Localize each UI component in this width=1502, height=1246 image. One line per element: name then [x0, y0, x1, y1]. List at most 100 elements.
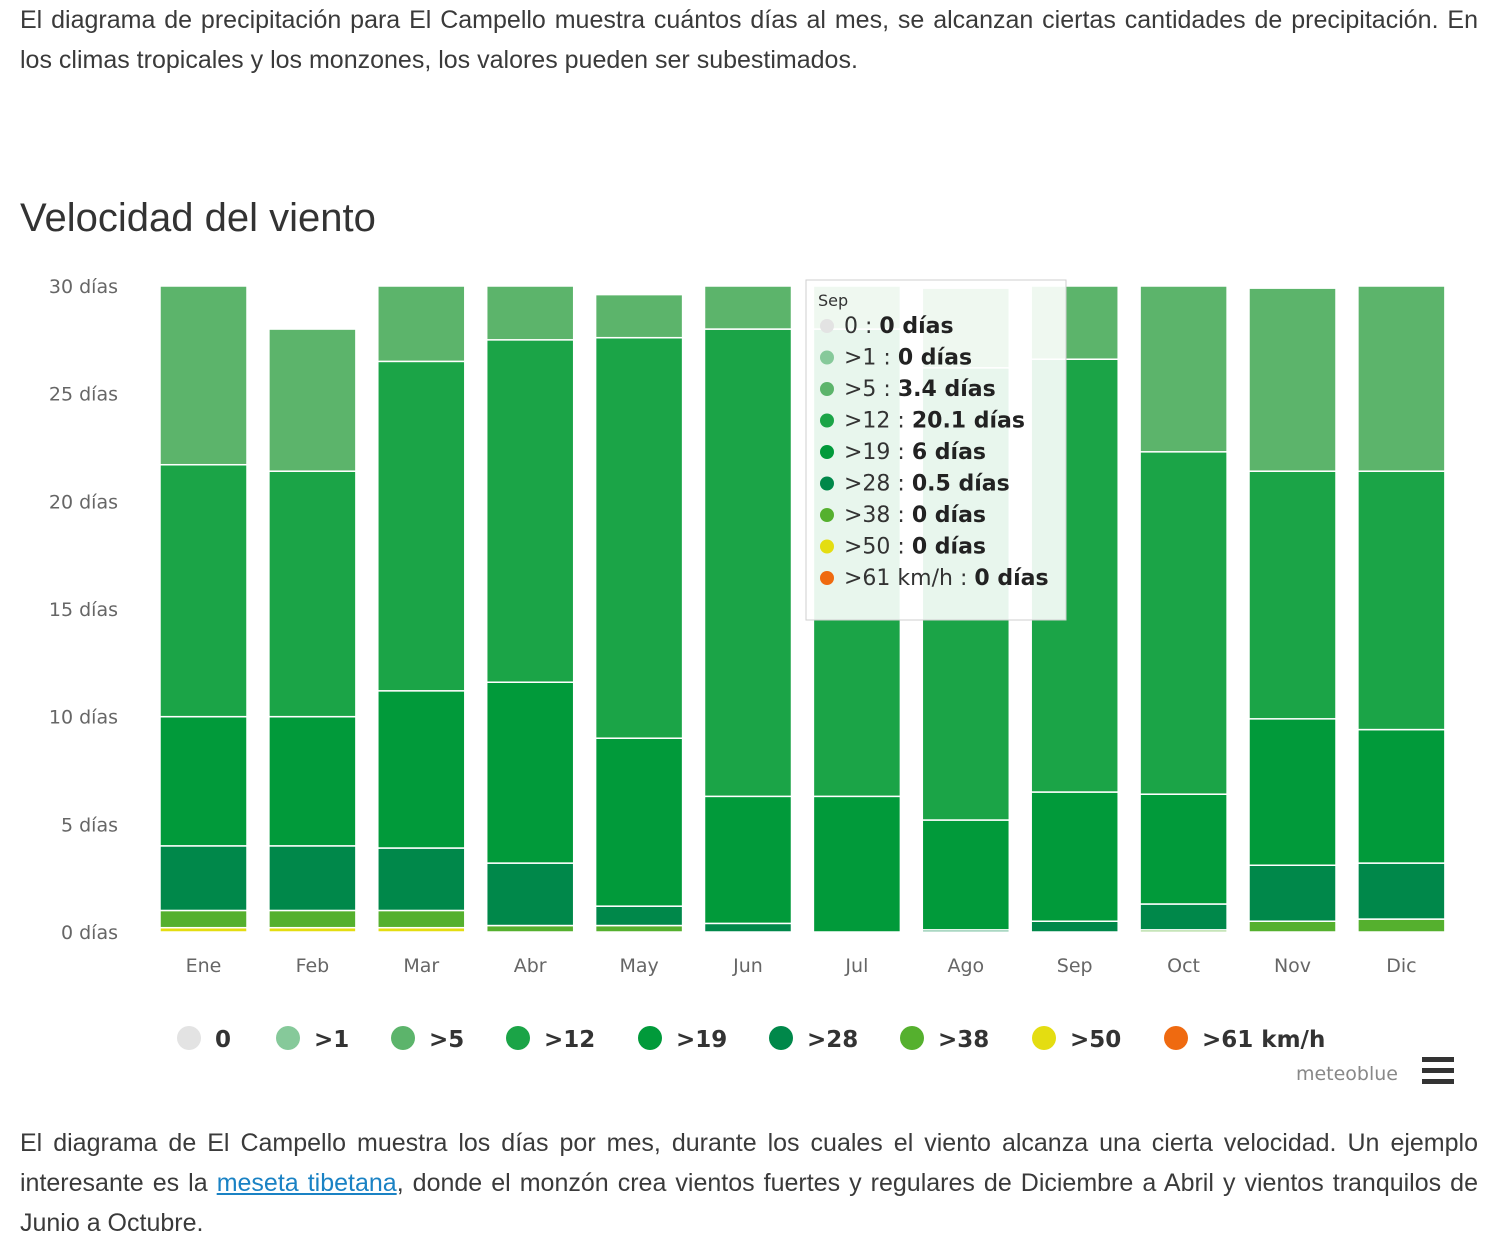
legend-item-gt19[interactable]: >19: [638, 1026, 727, 1053]
bar-segment-gt12-dic[interactable]: [1357, 470, 1446, 731]
tooltip-marker: [820, 476, 834, 491]
x-tick-label: Oct: [1167, 955, 1200, 977]
meteoblue-credit[interactable]: meteoblue: [1296, 1063, 1398, 1085]
legend-label: >12: [544, 1027, 595, 1053]
bar-segment-gt28-oct[interactable]: [1139, 903, 1228, 931]
bar-segment-gt12-may[interactable]: [594, 336, 684, 739]
tooltip-row: >1 : 0 días: [844, 346, 972, 371]
legend-label: >1: [314, 1027, 349, 1053]
bar-segment-gt38-ene[interactable]: [159, 909, 248, 929]
legend-marker: [638, 1026, 662, 1050]
legend-item-gt38[interactable]: >38: [900, 1026, 989, 1053]
legend-label: >28: [807, 1027, 858, 1053]
legend-item-gt50[interactable]: >50: [1032, 1026, 1121, 1053]
section-heading: Velocidad del viento: [20, 196, 376, 240]
bar-segment-gt19-ene[interactable]: [159, 715, 248, 847]
bar-segment-gt12-ene[interactable]: [159, 463, 248, 718]
tooltip-marker: [820, 413, 834, 428]
bar-segment-gt28-nov[interactable]: [1248, 864, 1337, 922]
x-tick-label: Abr: [514, 955, 547, 977]
bar-segment-gt5-dic[interactable]: [1357, 285, 1446, 472]
bar-segment-gt28-sep[interactable]: [1030, 920, 1119, 933]
bar-segment-gt38-dic[interactable]: [1357, 918, 1446, 933]
bar-segment-gt12-abr[interactable]: [485, 339, 575, 683]
bar-segment-gt5-feb[interactable]: [268, 328, 357, 472]
bar-segment-gt12-mar[interactable]: [377, 360, 466, 692]
tooltip-value: 20.1 días: [912, 409, 1025, 434]
legend-marker: [391, 1026, 415, 1050]
legend-label: >5: [429, 1027, 464, 1053]
bar-segment-gt19-nov[interactable]: [1248, 718, 1337, 866]
bar-segment-gt28-abr[interactable]: [485, 862, 575, 927]
bar-segment-gt28-mar[interactable]: [377, 847, 466, 912]
bar-segment-gt5-may[interactable]: [594, 293, 684, 339]
bar-segment-gt38-may[interactable]: [594, 924, 684, 933]
legend-item-gt5[interactable]: >5: [391, 1026, 464, 1053]
legend-marker: [506, 1026, 530, 1050]
outro-text-after: , donde el monzón crea vientos fuertes y…: [20, 1169, 1478, 1237]
tooltip-series-name: >12 :: [844, 409, 912, 434]
x-tick-label: Feb: [296, 955, 330, 977]
y-tick-label: 15 días: [49, 599, 118, 621]
tooltip-box: [805, 279, 1067, 621]
tibetan-plateau-link[interactable]: meseta tibetana: [216, 1169, 397, 1197]
bar-segment-gt12-feb[interactable]: [268, 470, 357, 718]
tooltip-marker: [820, 350, 834, 365]
tooltip-value: 0 días: [912, 535, 986, 560]
legend-item-0[interactable]: 0: [177, 1026, 231, 1053]
bar-segment-gt5-ene[interactable]: [159, 285, 248, 466]
bar-segment-gt19-mar[interactable]: [377, 690, 466, 849]
bar-segment-gt28-may[interactable]: [594, 905, 684, 927]
wind-speed-chart[interactable]: 0 días 5 días 10 días 15 días 20 días 25 días…: [0, 262, 1502, 1122]
tooltip-value: 0.5 días: [912, 472, 1010, 497]
legend-item-gt28[interactable]: >28: [769, 1026, 858, 1053]
tooltip-series-name: >38 :: [844, 503, 912, 528]
bar-segment-gt28-feb[interactable]: [268, 845, 357, 912]
bar-segment-gt19-may[interactable]: [594, 737, 684, 907]
tooltip-series-name: 0 :: [844, 314, 879, 339]
bar-segment-gt19-sep[interactable]: [1030, 791, 1119, 922]
bar-segment-gt5-mar[interactable]: [377, 285, 466, 363]
bar-segment-gt19-oct[interactable]: [1139, 793, 1228, 905]
tooltip-value: 0 días: [898, 346, 972, 371]
bar-segment-gt19-ago[interactable]: [921, 819, 1011, 931]
y-axis: 0 días 5 días 10 días 15 días 20 días 25 días…: [49, 276, 118, 944]
y-tick-label: 5 días: [61, 814, 118, 836]
x-tick-label: Mar: [403, 955, 439, 977]
hamburger-menu-icon[interactable]: [1422, 1057, 1454, 1084]
bar-segment-gt19-feb[interactable]: [268, 715, 357, 847]
y-tick-label: 10 días: [49, 707, 118, 729]
tooltip-series-name: >50 :: [844, 535, 912, 560]
legend-item-gt61-km-h[interactable]: >61 km/h: [1164, 1026, 1325, 1053]
bar-segment-gt28-dic[interactable]: [1357, 862, 1446, 920]
bar-segment-gt19-jun[interactable]: [703, 795, 793, 925]
bar-segment-gt38-mar[interactable]: [377, 909, 466, 929]
bar-segment-gt19-dic[interactable]: [1357, 728, 1446, 864]
y-tick-label: 20 días: [49, 491, 118, 513]
bar-segment-gt38-abr[interactable]: [485, 924, 575, 933]
bar-segment-gt38-feb[interactable]: [268, 909, 357, 929]
legend-item-gt12[interactable]: >12: [506, 1026, 595, 1053]
bar-segment-gt19-jul[interactable]: [812, 795, 902, 933]
bar-segment-gt28-jun[interactable]: [703, 922, 793, 933]
bar-segment-gt19-abr[interactable]: [485, 681, 575, 864]
bars-group[interactable]: [159, 285, 1446, 933]
tooltip-marker: [820, 319, 834, 333]
bar-segment-gt38-nov[interactable]: [1248, 920, 1337, 933]
tooltip-row: >12 : 20.1 días: [844, 409, 1025, 434]
bar-segment-gt5-nov[interactable]: [1248, 287, 1337, 472]
tooltip-row: 0 : 0 días: [844, 314, 954, 339]
legend-marker: [769, 1026, 793, 1050]
bar-segment-gt12-jun[interactable]: [703, 328, 793, 798]
bar-segment-gt28-ene[interactable]: [159, 845, 248, 912]
tooltip-row: >5 : 3.4 días: [844, 377, 996, 402]
bar-segment-gt5-jun[interactable]: [703, 285, 793, 330]
bar-segment-gt5-abr[interactable]: [485, 285, 575, 341]
legend-item-gt1[interactable]: >1: [276, 1026, 349, 1053]
bar-segment-gt12-nov[interactable]: [1248, 470, 1337, 720]
legend[interactable]: 0 >1 >5 >12 >19 >28 >38 >50 >61 km/h: [177, 1026, 1325, 1053]
tooltip-row: >19 : 6 días: [844, 440, 986, 465]
legend-label: >50: [1070, 1027, 1121, 1053]
bar-segment-gt12-oct[interactable]: [1139, 451, 1228, 795]
bar-segment-gt5-oct[interactable]: [1139, 285, 1228, 453]
